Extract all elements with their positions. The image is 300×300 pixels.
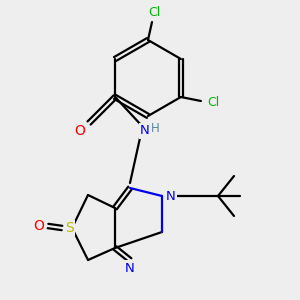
Text: Cl: Cl — [207, 97, 219, 110]
Text: S: S — [66, 221, 74, 235]
Text: N: N — [125, 262, 135, 275]
Text: Cl: Cl — [148, 7, 160, 20]
Text: O: O — [34, 219, 44, 233]
Text: H: H — [151, 122, 160, 136]
Text: N: N — [140, 124, 150, 137]
Text: O: O — [75, 124, 86, 138]
Text: N: N — [166, 190, 176, 202]
